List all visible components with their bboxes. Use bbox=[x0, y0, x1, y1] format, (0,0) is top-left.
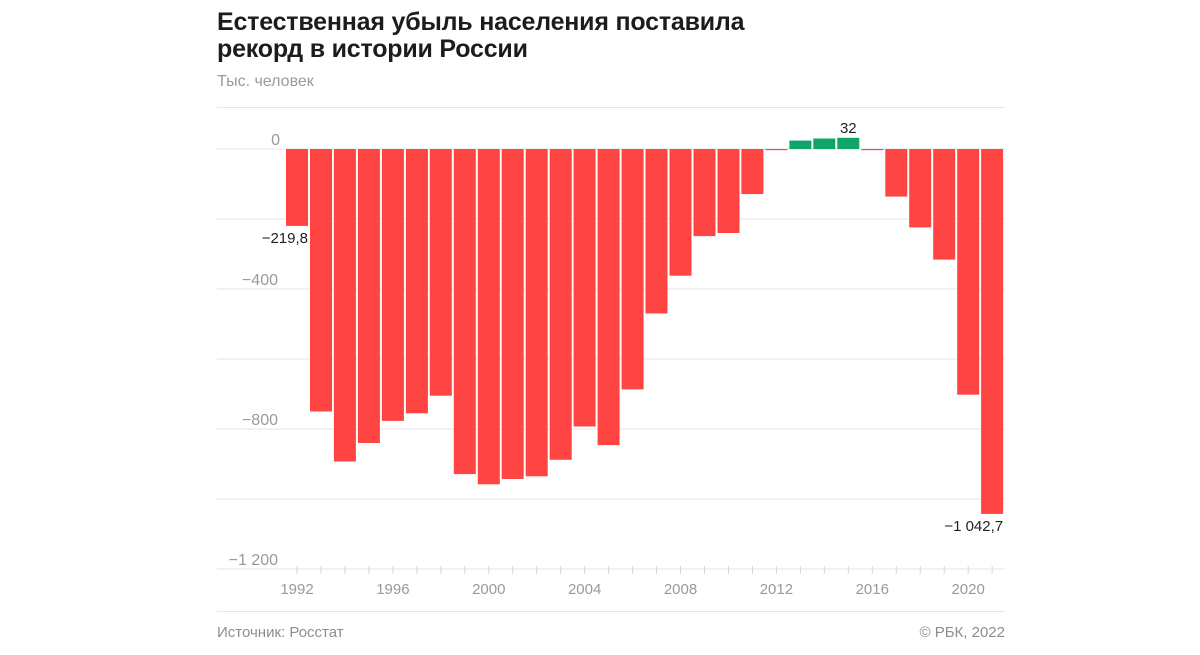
y-tick-label: −800 bbox=[242, 412, 278, 429]
bar-2020 bbox=[957, 149, 980, 395]
x-tick-label: 1996 bbox=[376, 581, 409, 598]
bar-2003 bbox=[549, 149, 572, 460]
bar-2021 bbox=[981, 149, 1004, 514]
bar-1992 bbox=[286, 149, 308, 226]
bar-2007 bbox=[645, 149, 668, 314]
x-tick-label: 2016 bbox=[856, 581, 889, 598]
chart-title-line-2: рекорд в истории России bbox=[217, 35, 528, 63]
bar-1998 bbox=[429, 149, 452, 396]
data-label: −1 042,7 bbox=[944, 518, 1003, 535]
bar-1993 bbox=[310, 149, 332, 412]
bar-1997 bbox=[405, 149, 428, 414]
data-label: 32 bbox=[840, 120, 857, 137]
bar-2006 bbox=[621, 149, 644, 390]
x-tick-label: 2020 bbox=[951, 581, 984, 598]
bar-2005 bbox=[597, 149, 620, 446]
x-tick-label: 2000 bbox=[472, 581, 505, 598]
bar-2004 bbox=[573, 149, 596, 427]
data-labels: −219,8 32 −1 042,7 bbox=[262, 120, 1003, 535]
bar-2000 bbox=[477, 149, 500, 485]
bar-2013 bbox=[789, 140, 812, 149]
bar-2009 bbox=[693, 149, 716, 237]
header-divider bbox=[217, 107, 1005, 108]
bar-2017 bbox=[885, 149, 908, 197]
bar-2010 bbox=[717, 149, 740, 233]
y-tick-label: 0 bbox=[271, 132, 280, 149]
copyright-note: © РБК, 2022 bbox=[919, 624, 1005, 641]
chart-title-line-1: Естественная убыль населения поставила bbox=[217, 8, 745, 36]
y-axis-unit-label: Тыс. человек bbox=[217, 73, 314, 90]
bar-2002 bbox=[525, 149, 548, 477]
x-tick-label: 1992 bbox=[280, 581, 313, 598]
bar-1995 bbox=[357, 149, 380, 443]
bar-1999 bbox=[453, 149, 476, 475]
y-tick-label: −1 200 bbox=[229, 552, 278, 569]
x-tick-label: 2004 bbox=[568, 581, 601, 598]
bar-1994 bbox=[333, 149, 356, 462]
bar-1996 bbox=[381, 149, 404, 421]
bar-2001 bbox=[501, 149, 524, 479]
bar-2008 bbox=[669, 149, 692, 276]
x-tick-label: 2008 bbox=[664, 581, 697, 598]
bar-2018 bbox=[909, 149, 932, 228]
source-note: Источник: Росстат bbox=[217, 624, 344, 641]
bar-2011 bbox=[741, 149, 764, 195]
data-label: −219,8 bbox=[262, 230, 308, 247]
y-tick-label: −400 bbox=[242, 272, 278, 289]
bar-2014 bbox=[813, 138, 836, 149]
x-axis: 1992 1996 2000 2004 2008 2012 2016 2020 bbox=[280, 566, 993, 598]
bars bbox=[286, 137, 1004, 514]
x-tick-label: 2012 bbox=[760, 581, 793, 598]
chart-title: Естественная убыль населения поставила р… bbox=[217, 9, 977, 63]
bar-2019 bbox=[933, 149, 956, 260]
bar-2015 bbox=[837, 137, 860, 149]
footer-divider bbox=[217, 611, 1005, 612]
bar-2012 bbox=[765, 149, 788, 151]
bar-2016 bbox=[861, 149, 884, 151]
